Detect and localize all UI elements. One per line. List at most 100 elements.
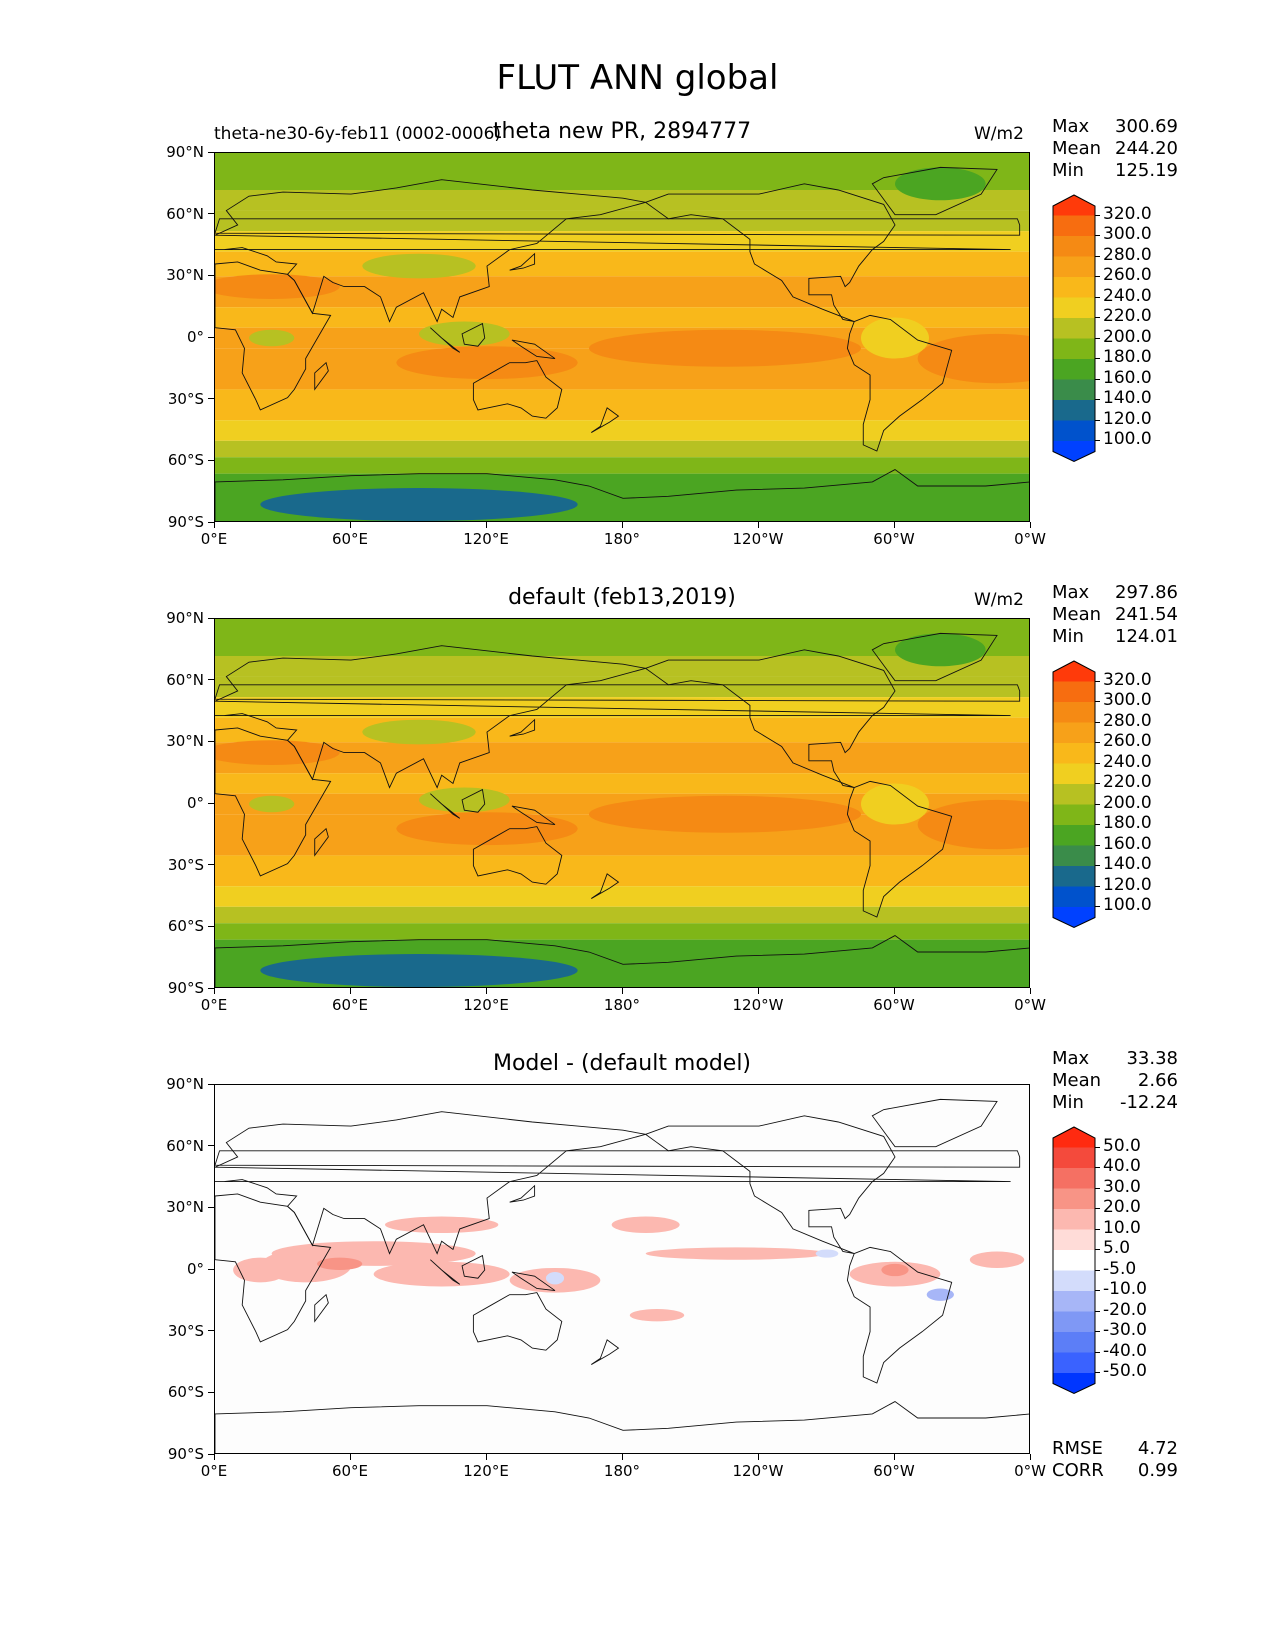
- colorbar-segment: [1053, 1352, 1095, 1373]
- coastline: [511, 339, 556, 360]
- y-tick-mark: [208, 1083, 214, 1085]
- y-tick-mark: [208, 1268, 214, 1270]
- coastline: [871, 166, 998, 216]
- y-tick-label: 60°N: [166, 204, 204, 223]
- colorbar-label: 140.0: [1103, 854, 1152, 874]
- x-tick-label: 60°W: [873, 996, 915, 1014]
- map-canvas: [215, 153, 1029, 521]
- flut-convective-amazon: [861, 317, 929, 359]
- colorbar-label: 280.0: [1103, 710, 1152, 731]
- coastline: [215, 218, 1021, 236]
- flut-band: [215, 773, 1029, 794]
- colorbar-segment: [1053, 825, 1095, 846]
- colorbar-tick: [1095, 1146, 1100, 1148]
- colorbar-segment: [1053, 743, 1095, 764]
- colorbar-label: 320.0: [1103, 203, 1152, 224]
- diff-positive-anomaly: [233, 1257, 288, 1283]
- diff-positive-anomaly: [611, 1216, 680, 1233]
- panel-units: W/m2: [974, 590, 1024, 610]
- x-tick-label: 0°E: [200, 996, 228, 1014]
- flut-band: [215, 656, 1029, 677]
- diff-positive-anomaly: [629, 1309, 685, 1322]
- coastline: [846, 314, 953, 452]
- coastline: [509, 718, 536, 737]
- y-tick-label: 60°S: [167, 1383, 204, 1402]
- x-tick-mark: [213, 1454, 215, 1460]
- x-tick-mark: [485, 988, 487, 994]
- colorbar-label: -30.0: [1103, 1320, 1147, 1340]
- colorbar-tick: [1095, 762, 1100, 764]
- stat-label: Min: [1052, 626, 1084, 647]
- colorbar-segment: [1053, 297, 1095, 318]
- diff-positive-anomaly: [969, 1251, 1025, 1268]
- y-tick-mark: [208, 1453, 214, 1455]
- colorbar-segment: [1053, 441, 1095, 462]
- colorbar-segment: [1053, 1291, 1095, 1312]
- flut-antarctic-plateau: [260, 954, 578, 987]
- flut-band: [215, 210, 1029, 232]
- x-tick-mark: [349, 522, 351, 528]
- colorbar-segment: [1053, 359, 1095, 380]
- flut-band: [215, 923, 1029, 940]
- y-tick-mark: [208, 151, 214, 153]
- x-tick-label: 120°W: [732, 1462, 784, 1480]
- flut-convective-amazon: [861, 783, 929, 825]
- diff-strong-positive: [317, 1257, 363, 1270]
- figure-title: FLUT ANN global: [496, 58, 779, 98]
- coastline: [430, 1259, 461, 1285]
- colorbar-tick: [1095, 865, 1100, 866]
- colorbar-tick: [1095, 378, 1100, 380]
- y-tick-label: 30°S: [167, 855, 204, 874]
- flut-convective-maritime: [419, 321, 510, 347]
- coastline: [846, 1246, 953, 1384]
- y-tick-mark: [208, 925, 214, 927]
- diff-strong-positive: [881, 1263, 909, 1277]
- colorbar-tick: [1095, 337, 1100, 339]
- map-frame: [214, 618, 1030, 988]
- coastline: [591, 873, 620, 899]
- colorbar-segment: [1053, 256, 1095, 277]
- colorbar-segment: [1053, 784, 1095, 805]
- coastline: [591, 1339, 620, 1365]
- flut-tibet: [362, 253, 476, 279]
- colorbar-segment: [1053, 400, 1095, 421]
- stat-label: Max: [1052, 582, 1090, 603]
- y-tick-label: 30°S: [167, 389, 204, 408]
- colorbar-label: 30.0: [1103, 1176, 1141, 1197]
- diff-negative-anomaly: [545, 1272, 565, 1285]
- colorbar-label: 260.0: [1103, 265, 1152, 285]
- x-tick-label: 120°E: [463, 996, 509, 1014]
- y-tick-label: 90°N: [166, 609, 204, 627]
- y-tick-label: 30°N: [166, 732, 204, 751]
- colorbar-label: -50.0: [1103, 1361, 1147, 1381]
- x-tick-mark: [213, 988, 215, 994]
- y-tick-label: 30°N: [166, 1198, 204, 1217]
- coastline: [472, 1292, 563, 1351]
- y-tick-label: 90°N: [166, 1075, 204, 1093]
- coastline: [871, 632, 998, 682]
- coastline: [430, 327, 461, 353]
- y-tick-mark: [208, 213, 214, 215]
- flut-tibet: [362, 719, 476, 745]
- x-tick-mark: [757, 988, 759, 994]
- coastline: [215, 179, 1011, 323]
- colorbar-label: 140.0: [1103, 388, 1152, 408]
- colorbar-segment: [1053, 804, 1095, 825]
- y-tick-mark: [208, 1391, 214, 1393]
- y-tick-mark: [208, 802, 214, 804]
- x-tick-label: 0°W: [1014, 996, 1046, 1014]
- colorbar-outline: [1052, 660, 1096, 929]
- colorbar-tick: [1095, 1372, 1100, 1373]
- flut-band: [215, 389, 1029, 421]
- stat-label: Max: [1052, 1048, 1090, 1069]
- stat-label: RMSE: [1052, 1438, 1103, 1459]
- flut-warm-pacific: [589, 795, 861, 833]
- colorbar-label: 260.0: [1103, 731, 1152, 751]
- colorbar-tick: [1095, 255, 1100, 257]
- colorbar-segment: [1053, 195, 1095, 216]
- colorbar-tick: [1095, 1351, 1100, 1353]
- panel-units: W/m2: [974, 124, 1024, 144]
- stat-value: 124.01: [1115, 626, 1178, 647]
- colorbar-tick: [1095, 235, 1100, 236]
- y-tick-mark: [208, 987, 214, 989]
